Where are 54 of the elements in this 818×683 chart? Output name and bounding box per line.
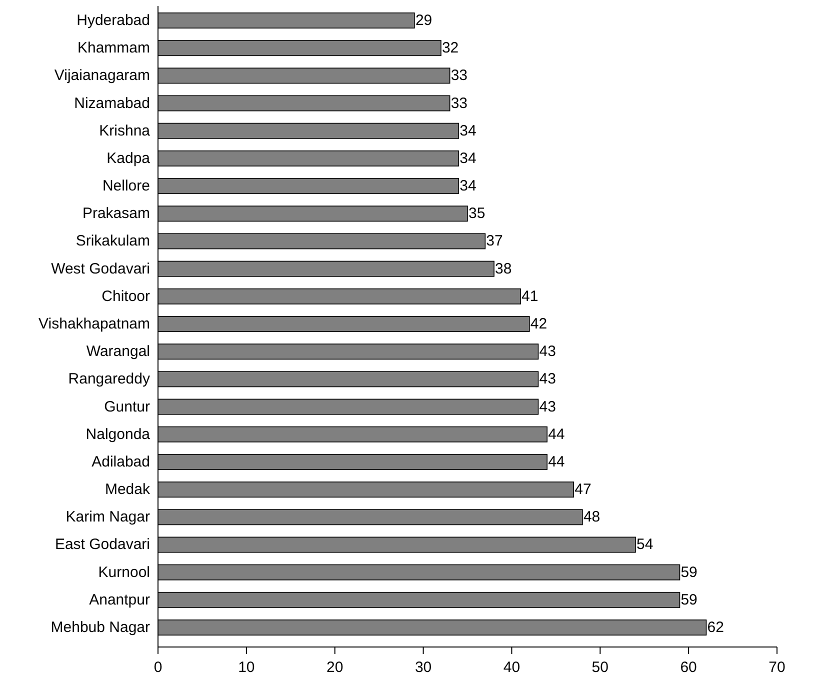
data-label: 34 xyxy=(460,178,476,195)
data-label: 44 xyxy=(548,426,565,443)
y-tick-label: Khammam xyxy=(77,40,150,57)
x-tick-label: 70 xyxy=(768,659,786,676)
y-tick-label: Nalgonda xyxy=(86,426,151,443)
data-label: 42 xyxy=(530,316,548,332)
data-label: 29 xyxy=(415,12,432,29)
y-tick-label: Chitoor xyxy=(102,288,150,305)
data-label: 33 xyxy=(450,94,468,112)
data-label: 43 xyxy=(539,370,556,388)
x-tick-label: 0 xyxy=(154,659,162,676)
y-tick-label: Vishakhapatnam xyxy=(38,316,150,332)
y-tick-label: Karim Nagar xyxy=(66,508,150,526)
y-tick-label: West Godavari xyxy=(51,260,150,278)
data-label: 43 xyxy=(539,398,556,416)
y-tick-label: Adilabad xyxy=(92,453,150,470)
data-label: 32 xyxy=(442,40,459,57)
y-tick-label: East Godavari xyxy=(54,536,150,554)
y-tick-label: Hyderabad xyxy=(76,12,150,29)
y-tick-label: Srikakulam xyxy=(76,232,150,250)
data-label: 34 xyxy=(460,122,476,140)
y-tick-label: Guntur xyxy=(104,398,150,416)
y-tick-label: Anantpur xyxy=(89,591,150,608)
data-label: 35 xyxy=(468,205,486,222)
data-label: 34 xyxy=(460,150,476,167)
y-tick-label: Mehbub Nagar xyxy=(50,619,150,636)
x-tick-label: 50 xyxy=(592,659,608,676)
y-tick-label: Warangal xyxy=(86,343,150,360)
y-tick-label: Krishna xyxy=(99,122,151,140)
x-tick-label: 60 xyxy=(680,659,697,676)
y-tick-label: Rangareddy xyxy=(68,370,150,388)
data-label: 59 xyxy=(680,564,698,581)
data-label: 59 xyxy=(680,591,698,608)
y-tick-label: Nizamabad xyxy=(74,94,150,112)
y-tick-label: Vijaianagaram xyxy=(54,67,150,84)
x-tick-label: 10 xyxy=(238,659,255,676)
y-tick-label: Prakasam xyxy=(82,205,150,222)
data-label: 37 xyxy=(486,232,503,250)
x-tick-label: 20 xyxy=(326,659,344,676)
y-tick-label: Kadpa xyxy=(106,150,151,167)
data-label: 44 xyxy=(548,453,565,470)
y-tick-label: Kurnool xyxy=(98,564,150,581)
data-label: 62 xyxy=(707,619,724,636)
x-tick-label: 40 xyxy=(503,659,520,676)
data-label: 48 xyxy=(583,508,600,526)
y-tick-label: Medak xyxy=(104,481,150,498)
y-tick-label: Nellore xyxy=(102,178,150,195)
data-label: 43 xyxy=(539,343,556,360)
data-label: 47 xyxy=(574,481,592,498)
x-tick-label: 30 xyxy=(414,659,432,676)
data-label: 54 xyxy=(636,536,654,554)
data-label: 41 xyxy=(522,288,538,305)
data-label: 33 xyxy=(450,67,468,84)
data-label: 38 xyxy=(495,260,512,278)
